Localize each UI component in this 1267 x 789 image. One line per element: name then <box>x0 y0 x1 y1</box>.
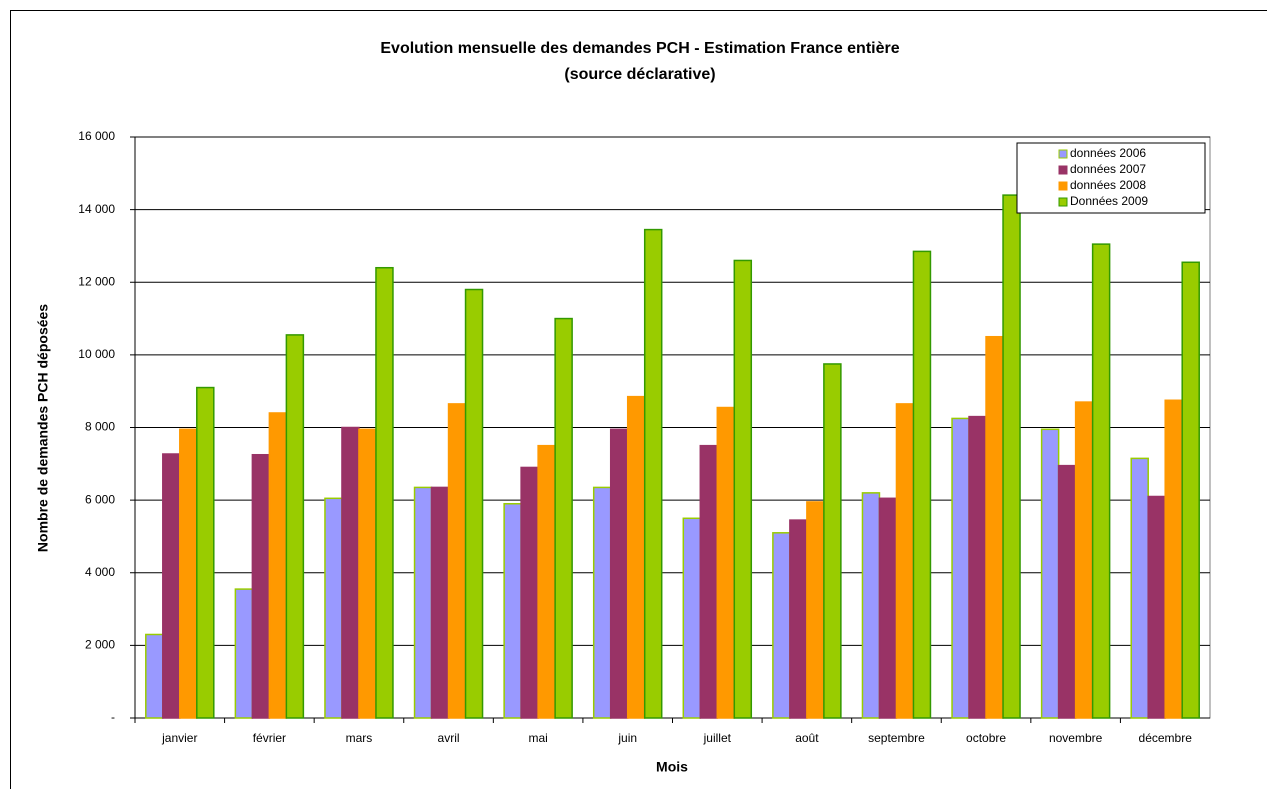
bar <box>733 259 753 719</box>
bar <box>985 335 1004 719</box>
bar <box>1147 495 1166 719</box>
bar <box>375 266 394 719</box>
y-tick-label: 14 000 <box>78 202 115 216</box>
x-tick-label: août <box>795 731 819 745</box>
bar <box>268 412 288 719</box>
legend-label: données 2006 <box>1070 146 1146 160</box>
bar <box>643 228 663 719</box>
bar <box>699 444 719 719</box>
bar <box>592 486 612 719</box>
y-tick-label: 6 000 <box>85 492 115 506</box>
bar <box>716 406 736 719</box>
x-tick-label: juillet <box>703 731 732 745</box>
bar <box>878 497 898 719</box>
bar <box>1091 243 1111 719</box>
bar <box>1074 401 1094 719</box>
x-tick-label: septembre <box>868 731 925 745</box>
legend-swatch <box>1058 165 1068 175</box>
bar <box>196 386 215 719</box>
chart-title: Evolution mensuelle des demandes PCH - E… <box>380 40 899 57</box>
bar <box>861 492 881 719</box>
bar <box>251 453 271 719</box>
bar <box>358 428 377 719</box>
bar <box>1181 261 1200 719</box>
bar <box>234 588 254 719</box>
bar <box>609 428 629 719</box>
y-tick-label: 16 000 <box>78 129 115 143</box>
bar <box>145 633 164 719</box>
bar <box>951 417 970 719</box>
y-tick-label: 8 000 <box>85 420 115 434</box>
legend-label: Données 2009 <box>1070 194 1148 208</box>
x-tick-label: décembre <box>1139 731 1193 745</box>
legend-swatch <box>1058 149 1068 159</box>
bar <box>895 403 915 719</box>
bar <box>772 532 791 719</box>
bar <box>503 503 522 719</box>
bar <box>285 334 305 719</box>
bar <box>430 486 450 719</box>
y-tick-label: 10 000 <box>78 347 115 361</box>
legend-label: données 2008 <box>1070 178 1146 192</box>
bar <box>1057 464 1077 719</box>
x-axis-title: Mois <box>656 759 688 775</box>
bar <box>413 486 433 719</box>
bar <box>806 501 825 719</box>
bar <box>682 517 702 719</box>
y-tick-label: 4 000 <box>85 565 115 579</box>
y-tick-label: 2 000 <box>85 638 115 652</box>
chart-subtitle: (source déclarative) <box>564 66 715 83</box>
bar <box>464 288 484 719</box>
bar <box>1040 428 1060 719</box>
bar <box>626 395 646 719</box>
bar <box>968 415 987 719</box>
x-tick-label: avril <box>438 731 460 745</box>
bar <box>447 403 467 719</box>
x-tick-label: janvier <box>161 731 197 745</box>
y-tick-label: - <box>111 710 115 724</box>
legend-swatch <box>1058 197 1068 207</box>
x-tick-label: novembre <box>1049 731 1103 745</box>
x-tick-label: mars <box>346 731 373 745</box>
x-tick-label: juin <box>617 731 637 745</box>
x-tick-label: octobre <box>966 731 1006 745</box>
y-tick-label: 12 000 <box>78 274 115 288</box>
bar <box>1164 399 1183 719</box>
x-tick-label: mai <box>528 731 547 745</box>
bar <box>162 453 181 719</box>
bar <box>554 317 573 719</box>
bar <box>912 250 932 719</box>
bar <box>324 497 343 719</box>
x-tick-label: février <box>253 731 286 745</box>
bar <box>520 466 539 719</box>
bar <box>823 363 842 719</box>
bar <box>179 428 198 719</box>
legend-swatch <box>1058 181 1068 191</box>
bar <box>341 426 360 719</box>
bar <box>1002 194 1021 719</box>
bar <box>789 519 808 719</box>
y-axis-title: Nombre de demandes PCH déposées <box>35 304 51 552</box>
bar <box>537 444 556 719</box>
legend-label: données 2007 <box>1070 162 1146 176</box>
bar <box>1130 457 1149 719</box>
legend-box <box>1016 142 1206 214</box>
